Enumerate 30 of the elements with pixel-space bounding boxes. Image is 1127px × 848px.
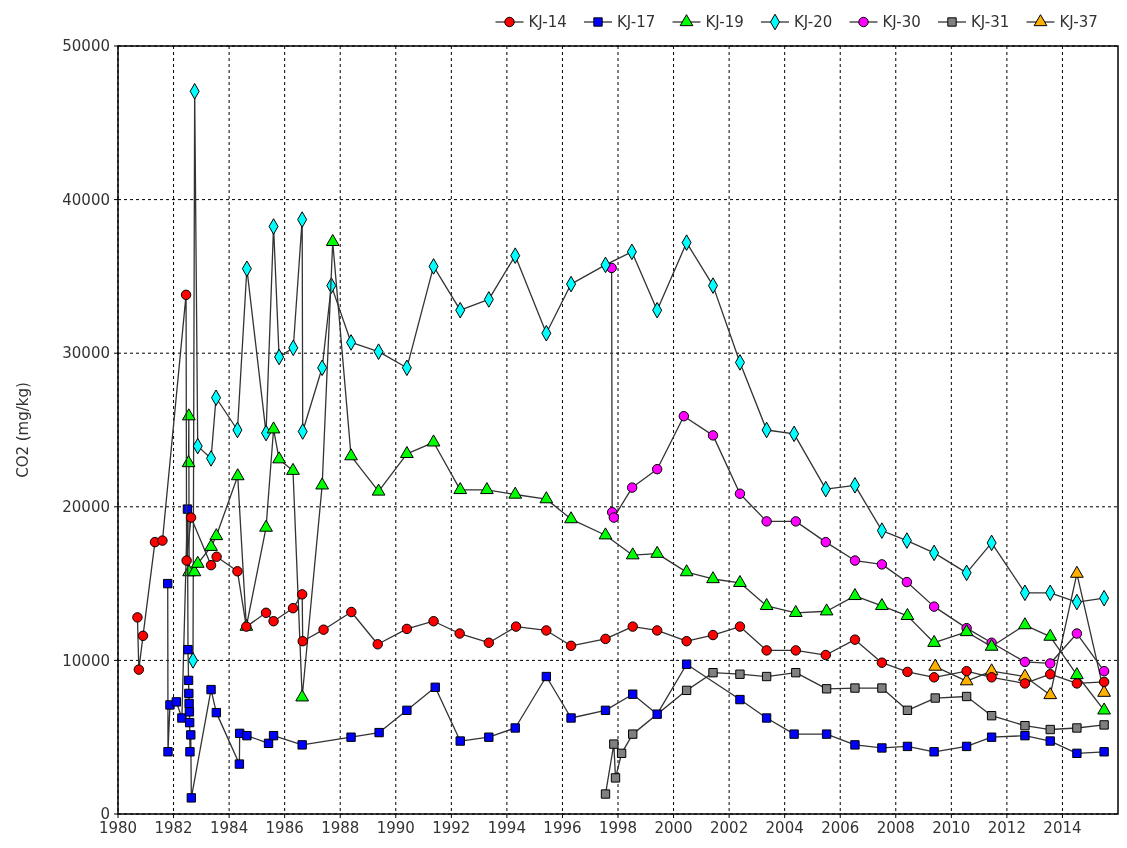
legend-label: KJ-17 [617,13,656,32]
x-tick-label: 1988 [321,819,360,837]
x-tick-label: 2010 [932,819,971,837]
legend-label: KJ-37 [1059,13,1098,32]
y-tick-label: 30000 [62,344,110,363]
y-axis-title: CO2 (mg/kg) [14,382,32,478]
legend-label: KJ-14 [528,13,567,32]
x-tick-label: 1992 [432,819,471,837]
y-tick-label: 40000 [62,190,110,209]
x-tick-label: 1984 [210,819,249,837]
legend-label: KJ-20 [794,13,833,32]
x-tick-label: 1994 [487,819,526,837]
x-tick-label: 2012 [987,819,1026,837]
legend-label: KJ-31 [971,13,1010,32]
x-tick-label: 1998 [598,819,638,837]
legend-label: KJ-19 [705,13,744,32]
x-tick-label: 2004 [765,819,804,837]
legend-label: KJ-30 [882,13,921,32]
x-tick-label: 2002 [710,819,749,837]
y-tick-label: 20000 [62,498,110,517]
x-tick-label: 2006 [821,819,860,837]
x-tick-label: 1982 [154,819,193,837]
x-tick-label: 1990 [376,819,415,837]
x-tick-label: 2000 [654,819,693,837]
y-tick-label: 10000 [62,651,110,670]
y-tick-label: 50000 [62,37,110,56]
x-tick-label: 1986 [265,819,304,837]
x-tick-label: 1996 [543,819,582,837]
x-tick-label: 2008 [876,819,915,837]
x-tick-label: 2014 [1043,819,1082,837]
